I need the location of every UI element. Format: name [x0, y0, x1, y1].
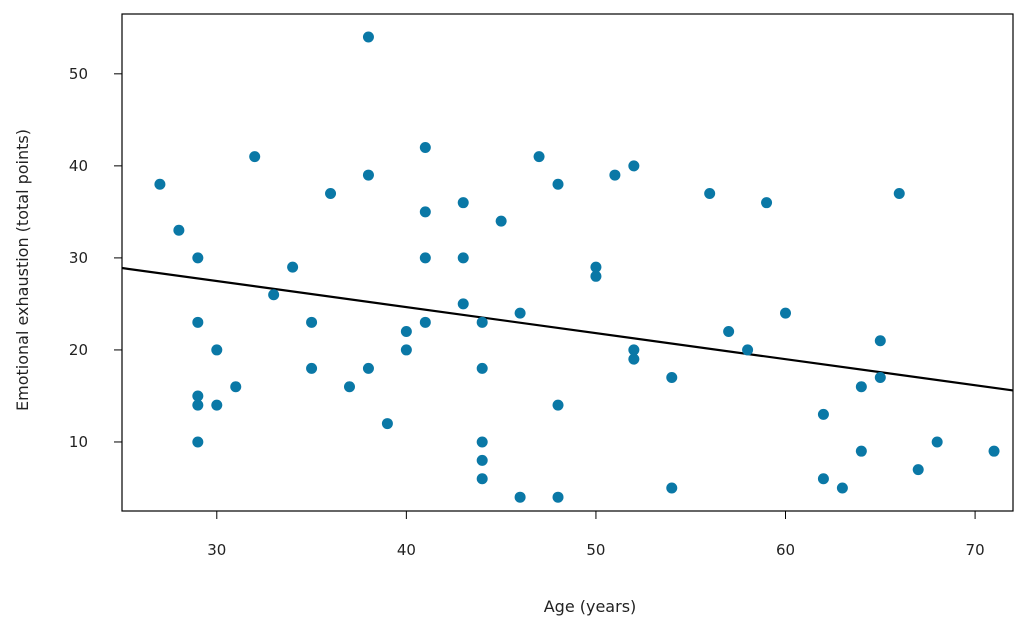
data-point [173, 224, 185, 236]
data-point [514, 307, 526, 319]
data-point [476, 362, 488, 374]
data-point [306, 362, 318, 374]
data-point [230, 381, 242, 393]
y-tick-label: 30 [69, 249, 88, 267]
data-point [874, 335, 886, 347]
data-point [381, 418, 393, 430]
y-tick-label: 10 [69, 433, 88, 451]
data-point [533, 151, 545, 163]
data-point [590, 270, 602, 282]
trend-line-group [121, 266, 1014, 392]
data-point [836, 482, 848, 494]
data-point [988, 445, 1000, 457]
x-tick-label: 40 [397, 541, 416, 559]
data-point [912, 464, 924, 476]
data-point [893, 187, 905, 199]
x-axis-label: Age (years) [544, 597, 637, 616]
data-point [628, 353, 640, 365]
data-point [362, 169, 374, 181]
data-point [855, 445, 867, 457]
data-point [419, 252, 431, 264]
y-tick-label: 20 [69, 341, 88, 359]
data-point [419, 316, 431, 328]
data-point [666, 372, 678, 384]
data-point [552, 491, 564, 503]
data-point [192, 399, 204, 411]
x-tick-label: 60 [776, 541, 795, 559]
data-point [154, 178, 166, 190]
data-point [723, 326, 735, 338]
data-point [628, 160, 640, 172]
x-axis-ticks: 30 40 50 60 70 [207, 511, 985, 559]
data-point [931, 436, 943, 448]
x-tick-label: 70 [966, 541, 985, 559]
data-point [343, 381, 355, 393]
data-point [457, 197, 469, 209]
data-point [400, 344, 412, 356]
data-point [476, 436, 488, 448]
data-point [874, 372, 886, 384]
data-point [514, 491, 526, 503]
data-point [419, 206, 431, 218]
data-point [325, 187, 337, 199]
data-point [476, 454, 488, 466]
y-tick-label: 50 [69, 65, 88, 83]
y-axis-ticks: 10 20 30 40 50 [69, 65, 122, 451]
data-point [780, 307, 792, 319]
plot-frame [121, 13, 1014, 512]
data-point [192, 390, 204, 402]
data-point [211, 344, 223, 356]
data-point [742, 344, 754, 356]
data-point [249, 151, 261, 163]
data-point [609, 169, 621, 181]
data-point [400, 326, 412, 338]
data-point [590, 261, 602, 273]
data-point [287, 261, 299, 273]
x-tick-label: 50 [586, 541, 605, 559]
trend-line [121, 266, 1014, 392]
data-point [552, 178, 564, 190]
data-point [628, 344, 640, 356]
data-point [552, 399, 564, 411]
data-point [192, 316, 204, 328]
data-point [192, 252, 204, 264]
data-point [211, 399, 223, 411]
data-point [666, 482, 678, 494]
data-point [362, 31, 374, 43]
data-point [495, 215, 507, 227]
data-points [154, 31, 1000, 503]
data-point [457, 252, 469, 264]
data-point [855, 381, 867, 393]
data-point [457, 298, 469, 310]
data-point [362, 362, 374, 374]
data-point [761, 197, 773, 209]
data-point [817, 473, 829, 485]
data-point [476, 316, 488, 328]
data-point [704, 187, 716, 199]
data-point [192, 436, 204, 448]
y-axis-label: Emotional exhaustion (total points) [13, 129, 32, 411]
data-point [476, 473, 488, 485]
data-point [306, 316, 318, 328]
y-tick-label: 40 [69, 157, 88, 175]
x-tick-label: 30 [207, 541, 226, 559]
data-point [419, 141, 431, 153]
data-point [817, 408, 829, 420]
data-point [268, 289, 280, 301]
